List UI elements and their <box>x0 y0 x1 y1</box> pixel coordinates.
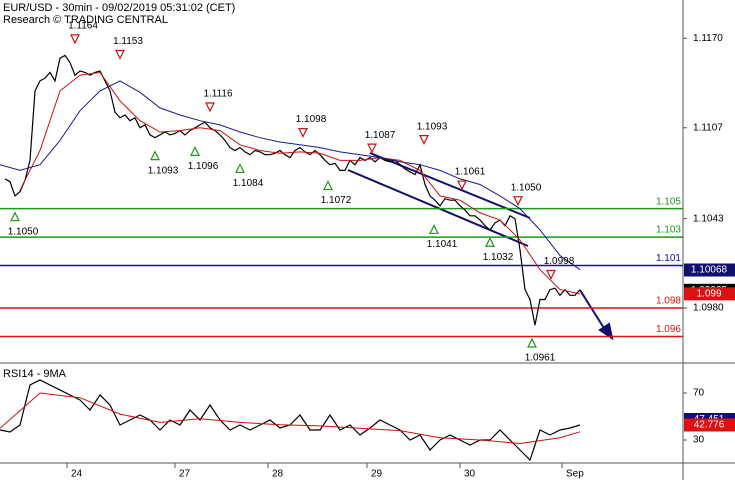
series-line <box>0 80 581 271</box>
y-tick-label: 30 <box>693 435 705 446</box>
level-label: 1.105 <box>656 196 681 207</box>
low-marker <box>485 236 495 247</box>
x-tick-label: 28 <box>272 469 284 480</box>
marker-label: 1.1098 <box>296 114 327 125</box>
series-line <box>19 71 581 295</box>
marker-label: 1.1093 <box>417 121 448 132</box>
marker-label: 1.1084 <box>233 178 264 189</box>
high-marker <box>457 180 467 191</box>
marker-label: 1.1087 <box>365 130 396 141</box>
low-marker <box>10 211 20 222</box>
marker-label: 1.1061 <box>455 167 486 178</box>
high-marker <box>513 196 523 207</box>
marker-label: 1.1096 <box>188 161 219 172</box>
high-marker <box>419 135 429 145</box>
marker-label: 1.1050 <box>511 182 542 193</box>
level-label: 1.103 <box>656 225 681 236</box>
series-line <box>0 392 581 445</box>
level-label: 1.098 <box>656 296 681 307</box>
indicator-title: RSI14 - 9MA <box>3 368 67 380</box>
marker-label: 1.0961 <box>525 353 556 364</box>
high-marker <box>298 127 308 138</box>
marker-label: 1.1164 <box>68 20 98 31</box>
level-label: 1.096 <box>656 324 681 335</box>
price-badge-label: 1.099 <box>696 288 721 299</box>
price-badge-label: 1.10068 <box>691 265 728 276</box>
marker-label: 1.1116 <box>203 89 233 100</box>
low-marker <box>429 224 439 235</box>
low-marker <box>190 146 200 156</box>
marker-label: 1.0998 <box>544 256 575 267</box>
x-tick-label: Sep <box>566 469 584 480</box>
y-tick-label: 1.0980 <box>693 303 724 314</box>
price-badge <box>684 287 735 301</box>
high-marker <box>70 34 80 45</box>
price-badge <box>684 263 735 277</box>
low-marker <box>323 180 333 191</box>
marker-label: 1.1093 <box>148 165 179 176</box>
chart-subtitle: Research © TRADING CENTRAL <box>3 14 168 26</box>
x-tick-label: 24 <box>71 469 83 480</box>
marker-label: 1.1050 <box>8 226 39 237</box>
marker-label: 1.1072 <box>321 195 352 206</box>
x-tick-label: 29 <box>371 469 383 480</box>
y-tick-label: 1.1043 <box>693 213 724 224</box>
chart-title: EUR/USD - 30min - 09/02/2019 05:31:02 (C… <box>3 2 235 14</box>
high-marker <box>546 269 556 280</box>
high-marker <box>367 143 377 154</box>
high-marker <box>205 102 215 113</box>
price-badge <box>684 418 735 432</box>
x-tick-label: 30 <box>464 469 476 480</box>
low-marker <box>527 337 537 348</box>
low-marker <box>150 150 160 161</box>
level-label: 1.101 <box>656 253 681 264</box>
price-badge-label: 42.776 <box>694 420 725 431</box>
y-tick-label: 1.1107 <box>693 122 723 133</box>
low-marker <box>235 163 245 174</box>
marker-label: 1.1153 <box>113 36 143 47</box>
high-marker <box>115 49 125 60</box>
y-tick-label: 70 <box>693 388 705 399</box>
marker-label: 1.1041 <box>427 239 458 250</box>
y-tick-label: 1.1170 <box>693 33 723 44</box>
x-tick-label: 27 <box>179 469 191 480</box>
marker-label: 1.1032 <box>483 252 514 263</box>
series-line <box>4 54 581 326</box>
